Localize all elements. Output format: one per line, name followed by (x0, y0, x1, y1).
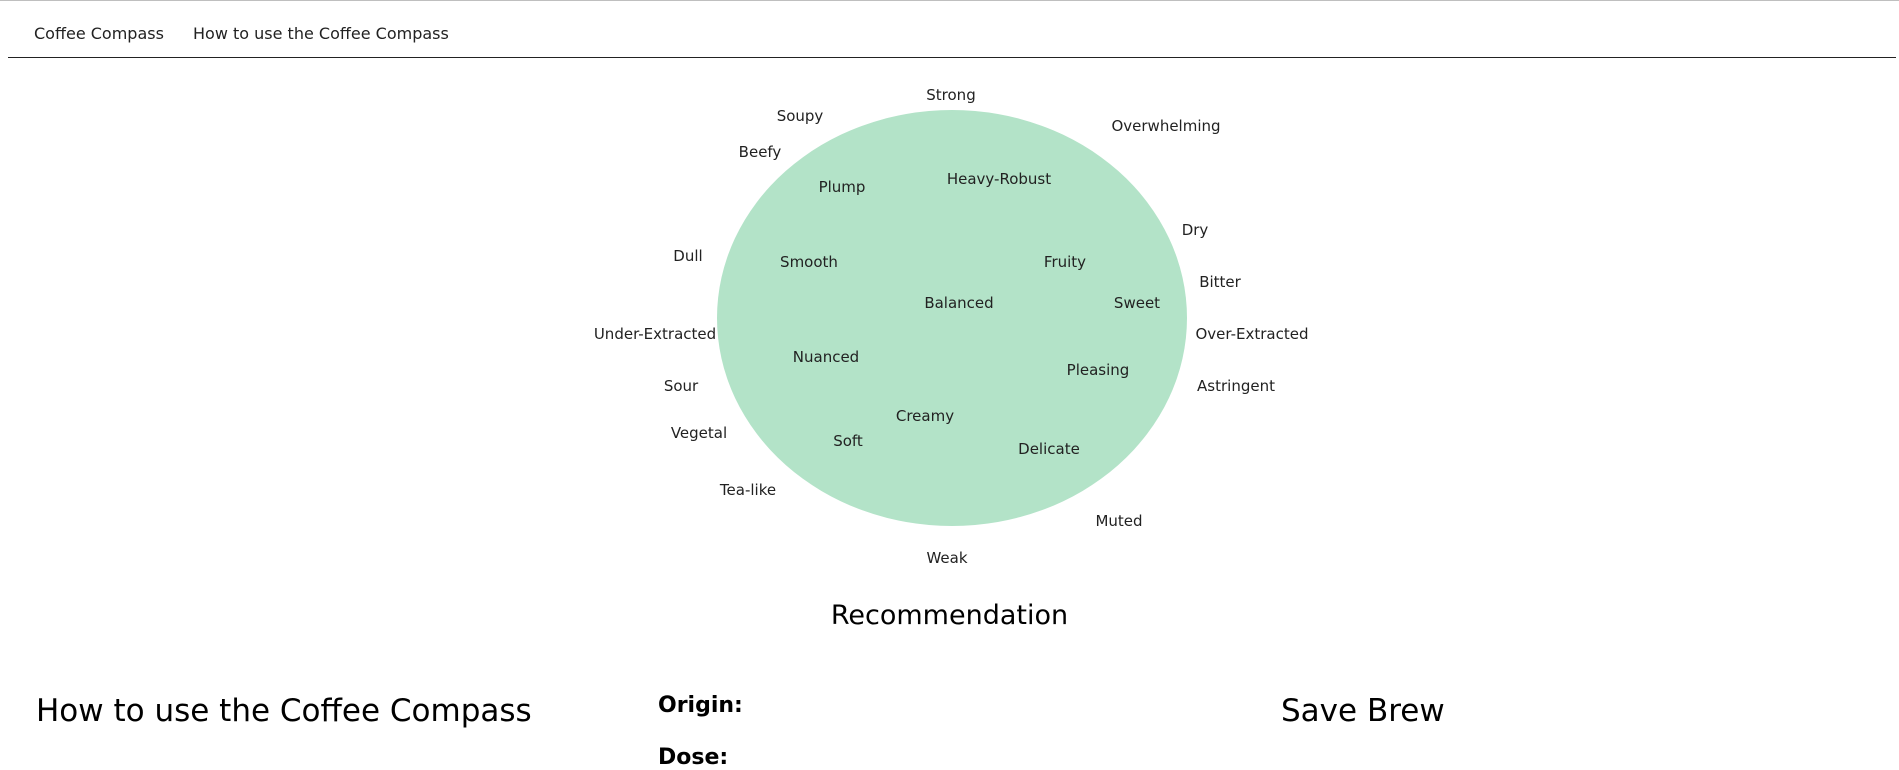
outer-label-over-extracted[interactable]: Over-Extracted (1195, 325, 1308, 343)
outer-label-bitter[interactable]: Bitter (1199, 273, 1241, 291)
coffee-compass-diagram: Heavy-Robust Plump Smooth Fruity Balance… (594, 86, 1309, 567)
recommendation-title: Recommendation (830, 600, 1069, 631)
save-brew-heading: Save Brew (1281, 693, 1445, 729)
outer-label-beefy[interactable]: Beefy (739, 143, 782, 161)
outer-label-muted[interactable]: Muted (1095, 512, 1142, 530)
how-to-use-heading: How to use the Coffee Compass (36, 693, 532, 729)
save-brew-body-text (1281, 755, 1861, 764)
inner-label-smooth[interactable]: Smooth (780, 253, 838, 271)
outer-label-dull[interactable]: Dull (673, 247, 702, 265)
inner-label-balanced[interactable]: Balanced (924, 294, 993, 312)
inner-label-soft[interactable]: Soft (833, 432, 863, 450)
outer-label-overwhelming[interactable]: Overwhelming (1111, 117, 1220, 135)
inner-label-heavy-robust[interactable]: Heavy-Robust (947, 170, 1051, 188)
inner-label-fruity[interactable]: Fruity (1044, 253, 1086, 271)
inner-label-pleasing[interactable]: Pleasing (1067, 361, 1130, 379)
outer-label-soupy[interactable]: Soupy (777, 107, 824, 125)
outer-label-dry[interactable]: Dry (1182, 221, 1209, 239)
compass-circle[interactable] (717, 110, 1187, 526)
outer-label-vegetal[interactable]: Vegetal (671, 424, 727, 442)
dose-label: Dose: (658, 745, 729, 770)
outer-label-astringent[interactable]: Astringent (1197, 377, 1275, 395)
nav-divider (8, 57, 1896, 58)
nav-link-how-to-use[interactable]: How to use the Coffee Compass (193, 24, 449, 43)
outer-label-under-extracted[interactable]: Under-Extracted (594, 325, 716, 343)
inner-label-nuanced[interactable]: Nuanced (793, 348, 859, 366)
outer-label-weak[interactable]: Weak (926, 549, 967, 567)
origin-label: Origin: (658, 693, 743, 718)
inner-label-creamy[interactable]: Creamy (896, 407, 954, 425)
inner-label-delicate[interactable]: Delicate (1018, 440, 1080, 458)
nav-link-coffee-compass[interactable]: Coffee Compass (34, 24, 164, 43)
how-to-use-body-text (36, 755, 536, 764)
outer-label-sour[interactable]: Sour (664, 377, 699, 395)
inner-label-sweet[interactable]: Sweet (1114, 294, 1160, 312)
outer-label-tea-like[interactable]: Tea-like (719, 481, 776, 499)
top-nav-bar: Coffee Compass How to use the Coffee Com… (0, 0, 1899, 58)
outer-label-strong[interactable]: Strong (926, 86, 975, 104)
inner-label-plump[interactable]: Plump (819, 178, 866, 196)
